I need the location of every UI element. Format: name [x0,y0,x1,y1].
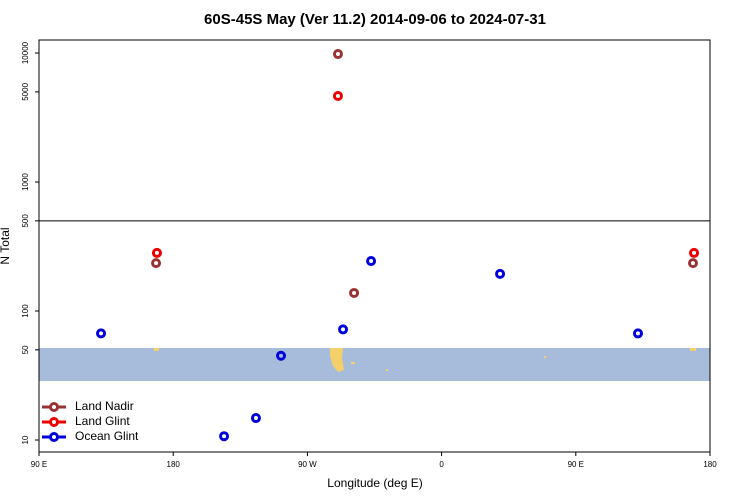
x-tick-label: 180 [167,460,181,469]
x-tick-label: 90 W [298,460,317,469]
x-axis-label: Longitude (deg E) [327,476,422,490]
point [332,90,343,101]
point [151,247,162,258]
y-tick-label: 10 [21,435,30,444]
y-tick-label: 1000 [21,173,30,191]
y-tick-label: 50 [21,345,30,354]
point [276,350,287,361]
legend-label: Ocean Glint [75,429,139,443]
latitude-band [39,348,710,381]
point [219,431,230,442]
x-tick-label: 90 E [31,460,47,469]
point [332,49,343,60]
chart-title: 60S-45S May (Ver 11.2) 2014-09-06 to 202… [204,11,546,28]
plot-frame [38,39,711,453]
point [495,268,506,279]
y-tick-label: 500 [21,214,30,228]
land-shapes [154,348,696,372]
x-tick-label: 0 [439,460,444,469]
point [632,328,643,339]
point [151,258,162,269]
legend-label: Land Nadir [75,399,134,413]
point [689,247,700,258]
point [96,328,107,339]
y-axis-label: N Total [0,227,12,264]
y-tick-label: 10000 [21,41,30,64]
point [349,287,360,298]
x-tick-label: 180 [703,460,717,469]
point [688,258,699,269]
point [366,256,377,267]
x-tick-label: 90 E [568,460,584,469]
legend-marker [49,432,59,442]
legend-label: Land Glint [75,414,130,428]
y-tick-label: 5000 [21,82,30,100]
legend-marker [49,417,59,427]
legend-marker [49,402,59,412]
y-tick-label: 100 [21,304,30,318]
point [250,413,261,424]
point [338,324,349,335]
